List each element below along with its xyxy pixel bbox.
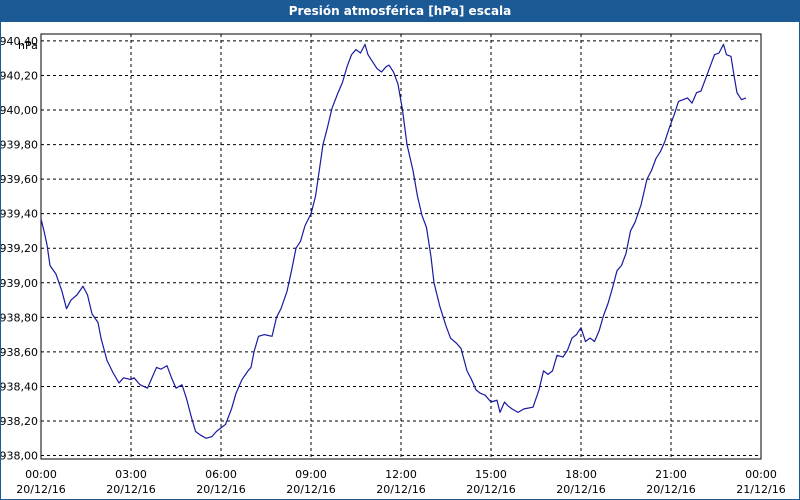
y-axis-unit-label: hPa <box>18 39 38 52</box>
chart-title: Presión atmosférica [hPa] escala <box>0 0 800 22</box>
x-tick-date-label: 20/12/16 <box>106 483 155 496</box>
y-tick-label: 938,60 <box>1 346 38 359</box>
x-tick-date-label: 20/12/16 <box>196 483 245 496</box>
chart-panel: 940,40 940,20 940,00 939,80 939,60 939,40 939,… <box>0 22 800 500</box>
y-tick-label: 938,20 <box>1 415 38 428</box>
series-group <box>40 43 747 439</box>
x-tick-date-label: 20/12/16 <box>646 483 695 496</box>
y-tick-label: 938,00 <box>1 450 38 463</box>
y-tick-label: 938,40 <box>1 380 38 393</box>
x-tick-time-label: 03:00 <box>115 468 147 481</box>
y-tick-label: 940,00 <box>1 104 38 117</box>
y-tick-label: 939,00 <box>1 277 38 290</box>
x-tick-time-label: 00:00 <box>25 468 57 481</box>
x-tick-date-label: 20/12/16 <box>466 483 515 496</box>
plot-frame-rect <box>40 33 762 460</box>
x-tick-date-label: 20/12/16 <box>16 483 65 496</box>
x-tick-date-label: 20/12/16 <box>286 483 335 496</box>
x-tick-time-label: 15:00 <box>475 468 507 481</box>
x-tick-date-label: 21/12/16 <box>736 483 785 496</box>
y-tick-label: 939,60 <box>1 173 38 186</box>
y-tick-label: 939,20 <box>1 242 38 255</box>
x-tick-date-label: 20/12/16 <box>376 483 425 496</box>
x-tick-time-label: 00:00 <box>745 468 777 481</box>
y-tick-label: 939,40 <box>1 208 38 221</box>
line-chart: 940,40 940,20 940,00 939,80 939,60 939,40 939,… <box>1 33 786 496</box>
y-tick-label: 938,80 <box>1 311 38 324</box>
grid-lines <box>40 34 762 459</box>
y-axis-ticks: 940,40 940,20 940,00 939,80 939,60 939,40 939,… <box>1 35 38 463</box>
y-tick-label: 940,20 <box>1 69 38 82</box>
y-tick-label: 940,40 <box>1 35 38 48</box>
x-tick-time-label: 18:00 <box>565 468 597 481</box>
x-axis-ticks: 00:00 20/12/16 03:00 20/12/16 06:00 20/12/16 0… <box>16 468 785 496</box>
x-tick-time-label: 09:00 <box>295 468 327 481</box>
x-tick-time-label: 21:00 <box>655 468 687 481</box>
plot-frame <box>40 33 762 460</box>
x-tick-time-label: 12:00 <box>385 468 417 481</box>
y-tick-label: 939,80 <box>1 139 38 152</box>
pressure-series-line <box>40 43 747 439</box>
x-tick-time-label: 06:00 <box>205 468 237 481</box>
x-tick-date-label: 20/12/16 <box>556 483 605 496</box>
